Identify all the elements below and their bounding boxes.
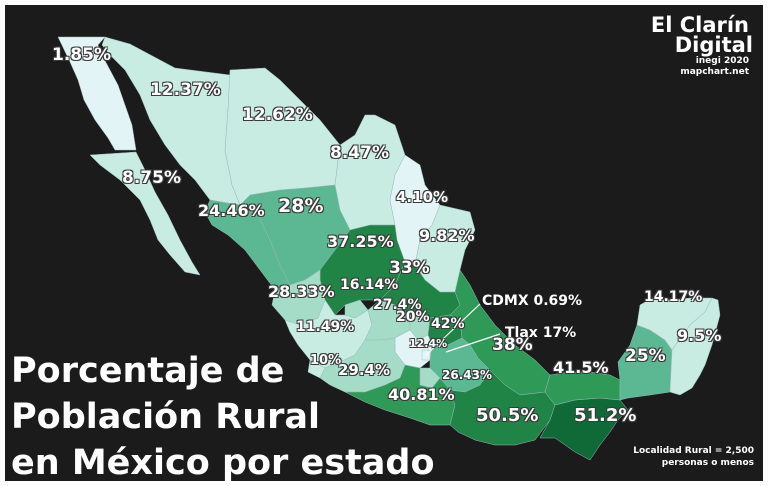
state-value-label: 38% <box>492 335 533 355</box>
state-value-label: 28.33% <box>268 282 335 301</box>
state-value-label: 12.62% <box>242 105 313 125</box>
state-chihuahua <box>224 67 341 206</box>
tlax-callout-line <box>445 333 501 353</box>
state-value-label: 1.85% <box>52 45 111 65</box>
footnote: Localidad Rural = 2,500 personas o menos <box>633 445 754 469</box>
state-baja-california-sur <box>89 151 201 276</box>
footnote-line1: Localidad Rural = 2,500 <box>633 446 754 456</box>
state-value-label: 29.4% <box>338 361 391 379</box>
state-value-label: 12.37% <box>150 80 221 100</box>
state-value-label: 28% <box>278 195 324 217</box>
state-value-label: 27.4% <box>373 297 422 313</box>
state-value-label: 16.14% <box>340 277 399 293</box>
state-value-label: 26.43% <box>442 368 492 382</box>
state-value-label: 41.5% <box>553 358 609 377</box>
mexico-map <box>57 36 721 461</box>
state-value-label: 9.82% <box>419 226 475 245</box>
state-guerrero <box>344 364 456 426</box>
state-value-label: 10% <box>310 353 342 368</box>
state-baja-california <box>57 36 137 151</box>
title-line2: Población Rural <box>11 397 321 437</box>
map-frame: 1.85% 12.37% 12.62% 8.47% 8.75% 4.10% 24.46% 28… <box>5 5 763 481</box>
brand-name-line1: El Clarín <box>650 13 749 37</box>
state-value-label: 20% <box>396 309 430 325</box>
state-quintana-roo <box>669 297 721 396</box>
state-value-label: 40.81% <box>388 385 455 404</box>
state-value-label: 4.10% <box>396 188 449 206</box>
state-value-label: 42% <box>431 316 465 332</box>
source-line1: inegi 2020 <box>695 56 749 66</box>
title-line3: en México por estado <box>11 443 435 481</box>
state-value-label: 25% <box>625 346 666 366</box>
state-value-label: 12.4% <box>409 337 448 350</box>
state-value-label: 51.2% <box>574 405 637 426</box>
brand-name-line2: Digital <box>674 33 753 57</box>
state-value-label: 33% <box>389 258 430 278</box>
state-sonora <box>101 36 241 206</box>
state-value-label: 8.75% <box>122 168 181 188</box>
cdmx-callout: CDMX 0.69% <box>482 293 583 309</box>
source-line2: mapchart.net <box>680 67 749 77</box>
state-value-label: 9.5% <box>677 326 722 345</box>
state-value-label: 8.47% <box>330 143 389 163</box>
state-value-label: 11.49% <box>296 319 355 335</box>
page-title: Porcentaje de Población Rural en México … <box>11 348 435 481</box>
state-value-label: 50.5% <box>476 405 539 426</box>
title-line1: Porcentaje de <box>11 351 285 391</box>
tlax-callout: Tlax 17% <box>505 325 577 341</box>
state-value-label: 14.17% <box>644 289 703 305</box>
state-value-label: 37.25% <box>327 232 394 251</box>
footnote-line2: personas o menos <box>661 458 754 468</box>
cdmx-callout-line <box>425 303 481 356</box>
state-value-label: 24.46% <box>198 201 265 220</box>
